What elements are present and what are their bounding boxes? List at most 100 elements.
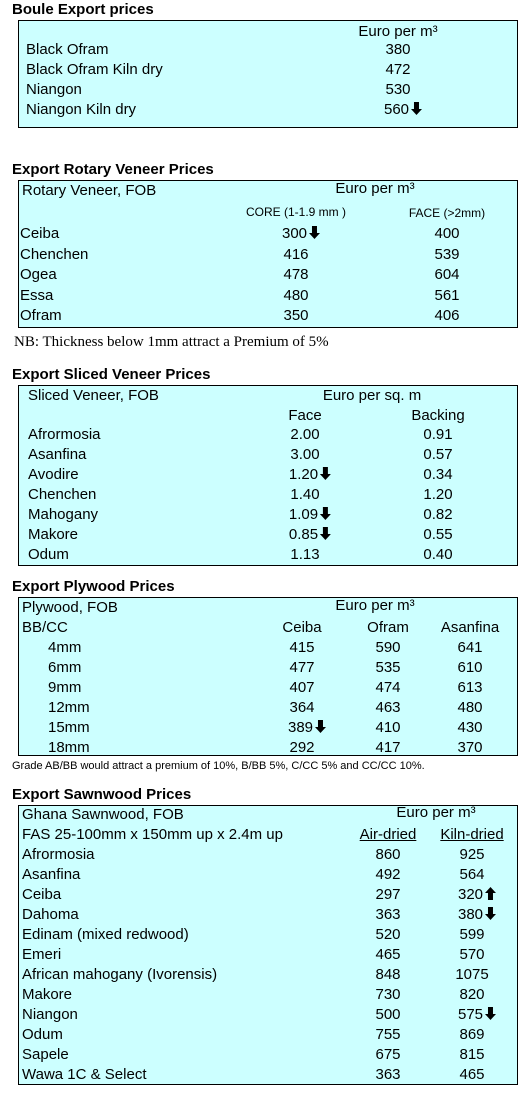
row-label: Ceiba (20, 225, 60, 242)
price-cell: 848 (375, 966, 401, 983)
column-header: Face (288, 407, 322, 424)
row-label: Ceiba (22, 886, 62, 903)
row-label: Wawa 1C & Select (22, 1066, 147, 1083)
price-cell: 415 (289, 639, 315, 656)
row-label: Asanfina (28, 446, 87, 463)
price-value: 380 (457, 906, 484, 923)
price-cell: 1.20 (289, 466, 332, 484)
row-label: Sapele (22, 1046, 69, 1063)
price-value: 560 (383, 101, 410, 118)
column-header: Plywood, FOB (22, 599, 118, 616)
table-box (18, 385, 518, 566)
row-label: Afrormosia (22, 846, 95, 863)
price-cell: 363 (375, 906, 401, 923)
price-cell: 430 (457, 719, 483, 736)
trend-arrow (320, 527, 332, 540)
price-cell: 530 (385, 81, 411, 98)
price-cell: 641 (457, 639, 483, 656)
price-cell: 613 (457, 679, 483, 696)
trend-arrow (320, 507, 332, 520)
price-cell: 590 (375, 639, 401, 656)
price-value: 1.09 (288, 506, 319, 523)
price-cell: 477 (289, 659, 315, 676)
price-cell: 535 (375, 659, 401, 676)
row-label: Essa (20, 286, 54, 304)
price-cell: 675 (375, 1046, 401, 1063)
price-cell: 480 (283, 286, 309, 304)
price-cell: 465 (459, 1066, 485, 1083)
price-cell: 407 (289, 679, 315, 696)
price-cell: 500 (375, 1006, 401, 1023)
footnote: Grade AB/BB would attract a premium of 1… (12, 760, 425, 772)
row-label: 9mm (48, 679, 82, 696)
row-label: 6mm (48, 659, 82, 676)
row-label: 4mm (48, 639, 82, 656)
row-label: Makore (28, 526, 79, 543)
row-label: Afrormosia (28, 426, 101, 443)
row-label: African mahogany (Ivorensis) (22, 966, 218, 983)
column-header: Euro per m³ (335, 180, 415, 197)
price-cell: 599 (459, 926, 485, 943)
column-header: FAS 25-100mm x 150mm up x 2.4m up (22, 826, 283, 843)
footnote: NB: Thickness below 1mm attract a Premiu… (14, 334, 329, 350)
price-cell: 755 (375, 1026, 401, 1043)
section-title: Boule Export prices (12, 1, 154, 18)
price-cell: 925 (459, 846, 485, 863)
trend-arrow (315, 720, 327, 733)
row-label: Odum (28, 546, 69, 563)
column-header: BB/CC (22, 619, 68, 636)
row-label: Black Ofram Kiln dry (26, 61, 163, 78)
price-cell: 560 (383, 101, 423, 119)
price-cell: 820 (459, 986, 485, 1003)
section-title: Export Rotary Veneer Prices (12, 161, 214, 178)
row-label: Dahoma (22, 906, 79, 923)
table-box (18, 180, 518, 328)
price-cell: 610 (457, 659, 483, 676)
trend-arrow (309, 226, 321, 239)
price-cell: 561 (434, 286, 460, 304)
price-cell: 0.85 (288, 526, 332, 544)
price-cell: 380 (385, 41, 411, 58)
section-title: Export Plywood Prices (12, 578, 175, 595)
price-cell: 389 (288, 719, 327, 737)
price-cell: 370 (457, 739, 483, 756)
column-header: Euro per m³ (396, 804, 476, 821)
price-cell: 1.09 (288, 506, 332, 524)
price-cell: 465 (375, 946, 401, 963)
price-cell: 363 (375, 1066, 401, 1083)
row-label: Chenchen (28, 486, 97, 503)
table-box (18, 20, 518, 128)
price-cell: 0.55 (423, 526, 453, 543)
price-cell: 564 (459, 866, 485, 883)
price-cell: 1.13 (290, 546, 320, 563)
column-header: Sliced Veneer, FOB (28, 387, 159, 404)
row-label: Emeri (22, 946, 62, 963)
price-cell: 3.00 (290, 446, 320, 463)
price-cell: 0.57 (423, 446, 453, 463)
row-label: Niangon (22, 1006, 78, 1023)
price-cell: 297 (375, 886, 401, 903)
section-title: Export Sawnwood Prices (12, 786, 192, 803)
price-value: 0.85 (288, 526, 319, 543)
trend-arrow (485, 1007, 497, 1020)
row-label: Avodire (28, 466, 79, 483)
trend-arrow (485, 887, 497, 900)
column-header: Rotary Veneer, FOB (22, 182, 157, 199)
row-label: Edinam (mixed redwood) (22, 926, 189, 943)
price-cell: 539 (434, 245, 460, 263)
price-cell: 364 (289, 699, 315, 716)
column-header: Kiln-dried (440, 826, 504, 843)
price-cell: 350 (283, 307, 309, 324)
price-cell: 380 (457, 906, 497, 924)
price-cell: 860 (375, 846, 401, 863)
price-value: 575 (457, 1006, 484, 1023)
price-cell: 406 (434, 307, 460, 324)
row-label: Makore (22, 986, 73, 1003)
price-cell: 480 (457, 699, 483, 716)
price-cell: 0.34 (423, 466, 453, 483)
column-header: Euro per m³ (358, 23, 438, 40)
price-cell: 472 (385, 61, 411, 78)
price-cell: 410 (375, 719, 401, 736)
price-cell: 1075 (455, 966, 489, 983)
price-cell: 0.40 (423, 546, 453, 563)
